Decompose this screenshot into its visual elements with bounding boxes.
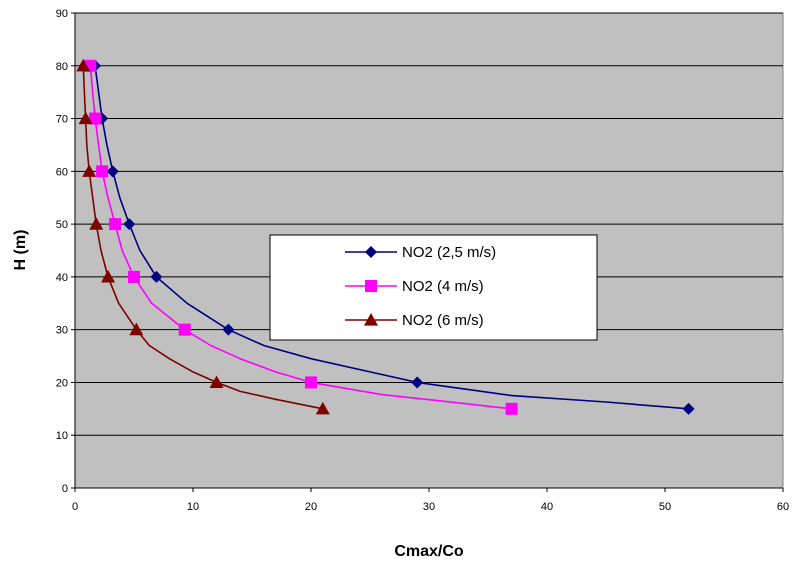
series-line-1 xyxy=(89,65,512,410)
x-tick-labels: 0 10 20 30 40 50 60 xyxy=(72,501,789,513)
y-tick-label-70: 70 xyxy=(56,114,68,126)
legend-marker-2 xyxy=(364,313,378,326)
legend-label-2: NO2 (6 m/s) xyxy=(402,312,484,329)
data-point-0-3 xyxy=(123,218,136,231)
data-point-1-6 xyxy=(305,376,317,389)
x-tick-label-20: 20 xyxy=(305,501,317,513)
series-1 xyxy=(84,59,518,415)
data-point-2-4 xyxy=(101,269,116,283)
data-point-0-4 xyxy=(150,270,163,283)
data-point-0-2 xyxy=(106,165,119,178)
series-2 xyxy=(76,58,330,415)
data-point-2-0 xyxy=(76,58,91,72)
data-point-0-7 xyxy=(682,402,695,415)
data-point-1-1 xyxy=(89,112,102,125)
data-point-0-6 xyxy=(411,376,424,389)
x-tick-label-0: 0 xyxy=(72,501,78,513)
x-tick-label-10: 10 xyxy=(187,501,199,513)
data-point-0-5 xyxy=(222,323,235,336)
y-tick-label-30: 30 xyxy=(56,325,68,337)
legend-label-1: NO2 (4 m/s) xyxy=(402,278,484,295)
y-tick-labels: 0 10 20 30 40 50 60 70 80 90 xyxy=(56,8,68,495)
data-point-2-3 xyxy=(89,217,104,230)
data-point-2-1 xyxy=(78,111,93,125)
x-tick-label-60: 60 xyxy=(777,501,789,513)
y-tick-label-10: 10 xyxy=(56,430,68,442)
data-point-2-6 xyxy=(209,375,224,389)
x-tick-label-40: 40 xyxy=(541,501,553,513)
y-tick-label-50: 50 xyxy=(56,219,68,231)
data-point-2-2 xyxy=(82,164,97,177)
y-axis-title: H (m) xyxy=(12,230,29,271)
y-tick-label-90: 90 xyxy=(56,8,68,20)
legend-box xyxy=(269,234,598,341)
series-line-0 xyxy=(94,65,689,410)
series-group xyxy=(76,58,695,415)
data-point-1-7 xyxy=(505,402,518,415)
data-point-2-7 xyxy=(315,401,330,415)
x-tick-label-50: 50 xyxy=(659,501,671,513)
legend-marker-1 xyxy=(365,280,377,292)
data-point-1-4 xyxy=(128,270,140,283)
axes xyxy=(71,12,784,492)
data-point-1-5 xyxy=(178,323,191,336)
y-tick-label-60: 60 xyxy=(56,166,68,178)
x-tick-label-30: 30 xyxy=(423,501,435,513)
data-point-1-2 xyxy=(96,165,109,178)
y-tick-label-0: 0 xyxy=(62,483,68,495)
x-axis-title: Cmax/Co xyxy=(394,543,464,560)
y-tick-label-40: 40 xyxy=(56,272,68,284)
legend: NO2 (2,5 m/s) NO2 (4 m/s) NO2 (6 m/s) xyxy=(269,234,598,341)
y-tick-label-80: 80 xyxy=(56,61,68,73)
legend-label-0: NO2 (2,5 m/s) xyxy=(402,244,496,261)
data-point-1-3 xyxy=(109,218,122,231)
data-point-2-5 xyxy=(129,322,144,336)
grid-lines xyxy=(75,12,783,436)
y-tick-label-20: 20 xyxy=(56,377,68,389)
legend-marker-0 xyxy=(365,246,377,258)
